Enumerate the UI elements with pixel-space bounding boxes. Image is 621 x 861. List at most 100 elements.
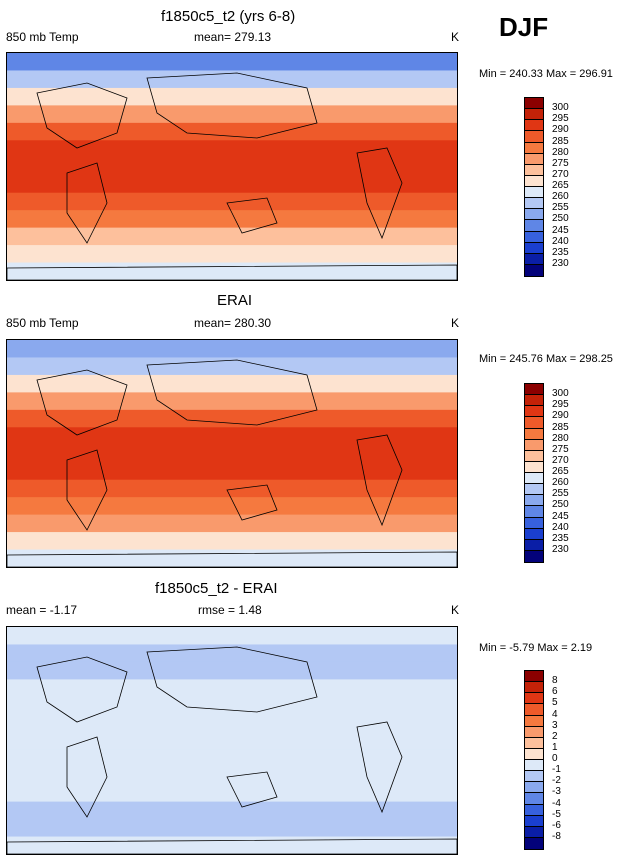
coastline xyxy=(36,369,128,436)
colorbar-label: 240 xyxy=(552,235,569,247)
zonal-band xyxy=(7,192,457,212)
zonal-band xyxy=(7,245,457,264)
colorbar-label: 3 xyxy=(552,719,558,731)
colorbar-label: 300 xyxy=(552,102,569,114)
panel-2-variable: 850 mb Temp xyxy=(6,316,79,330)
panel-3-title: f1850c5_t2 - ERAI xyxy=(155,580,278,597)
colorbar-box xyxy=(525,782,543,794)
colorbar-label: 1 xyxy=(552,741,558,753)
panel-3-rmse: rmse = 1.48 xyxy=(198,603,262,617)
zonal-band xyxy=(7,444,457,464)
colorbar-label: 280 xyxy=(552,432,569,444)
zonal-band xyxy=(7,696,457,716)
colorbar-label: 255 xyxy=(552,202,569,214)
colorbar-label: -2 xyxy=(552,775,561,787)
colorbar-box xyxy=(525,175,543,187)
zonal-band xyxy=(7,227,457,247)
colorbar-label: 270 xyxy=(552,168,569,180)
colorbar-label: 250 xyxy=(552,213,569,225)
colorbar-label: 290 xyxy=(552,124,569,136)
colorbar-box xyxy=(525,826,543,838)
colorbar-label: -8 xyxy=(552,830,561,842)
colorbar-box xyxy=(525,804,543,816)
coastline xyxy=(66,736,108,818)
panel-2-mean: mean= 280.30 xyxy=(194,316,272,330)
coastline xyxy=(356,434,403,527)
colorbar-box xyxy=(525,815,543,827)
zonal-band xyxy=(7,749,457,768)
panel-1-colorbar xyxy=(524,97,544,277)
colorbar-box xyxy=(525,142,543,154)
zonal-band xyxy=(7,122,457,142)
colorbar-box xyxy=(525,693,543,705)
zonal-band xyxy=(7,105,457,124)
colorbar-label: 2 xyxy=(552,730,558,742)
colorbar-box xyxy=(525,439,543,451)
colorbar-box xyxy=(525,131,543,143)
coastline xyxy=(356,721,403,814)
colorbar-label: 0 xyxy=(552,753,558,764)
zonal-band xyxy=(7,819,457,838)
colorbar-label: 275 xyxy=(552,443,569,455)
colorbar-label: 235 xyxy=(552,246,569,258)
colorbar-box xyxy=(525,153,543,165)
colorbar-label: 230 xyxy=(552,257,569,269)
colorbar-label: 4 xyxy=(552,708,558,720)
panel-3-colorbar xyxy=(524,670,544,850)
panel-3-map xyxy=(6,626,458,855)
zonal-band xyxy=(7,409,457,429)
colorbar-box xyxy=(525,450,543,462)
colorbar-label: 275 xyxy=(552,157,569,169)
colorbar-box xyxy=(525,771,543,783)
colorbar-box xyxy=(525,550,543,562)
colorbar-label: -5 xyxy=(552,808,561,820)
zonal-band xyxy=(7,784,457,803)
colorbar-box xyxy=(525,109,543,121)
colorbar-label: 255 xyxy=(552,488,569,500)
colorbar-label: 230 xyxy=(552,543,569,555)
colorbar-label: 290 xyxy=(552,410,569,422)
coastline xyxy=(7,551,457,567)
zonal-band xyxy=(7,157,457,177)
coastline xyxy=(146,359,318,426)
colorbar-box xyxy=(525,220,543,232)
colorbar-box xyxy=(525,517,543,529)
panel-2-minmax: Min = 245.76 Max = 298.25 xyxy=(479,353,613,365)
colorbar-box xyxy=(525,473,543,485)
zonal-band xyxy=(7,801,457,821)
panel-3-units: K xyxy=(451,603,460,617)
colorbar-box xyxy=(525,793,543,805)
colorbar-label: 300 xyxy=(552,388,569,400)
colorbar-label: -6 xyxy=(552,819,561,831)
zonal-band xyxy=(7,679,457,698)
coastline xyxy=(7,838,457,854)
colorbar-box xyxy=(525,461,543,473)
panel-1-title: f1850c5_t2 (yrs 6-8) xyxy=(161,8,296,25)
colorbar-label: 285 xyxy=(552,135,569,147)
coastline xyxy=(36,82,128,149)
zonal-band xyxy=(7,427,457,446)
colorbar-box xyxy=(525,264,543,276)
colorbar-box xyxy=(525,682,543,694)
colorbar-label: 245 xyxy=(552,510,569,522)
colorbar-box xyxy=(525,671,543,683)
coastline xyxy=(226,484,278,521)
coastline xyxy=(66,162,108,244)
coastline xyxy=(226,197,278,234)
coastline xyxy=(66,449,108,531)
panel-1-units: K xyxy=(451,30,460,44)
colorbar-label: -1 xyxy=(552,764,561,776)
zonal-band xyxy=(7,627,457,646)
colorbar-box xyxy=(525,242,543,254)
colorbar-label: 285 xyxy=(552,421,569,433)
zonal-band xyxy=(7,497,457,516)
coastline xyxy=(356,147,403,240)
zonal-band xyxy=(7,53,457,72)
coastline xyxy=(146,646,318,713)
panel-1-field xyxy=(7,53,457,280)
colorbar-box xyxy=(525,120,543,132)
colorbar-box xyxy=(525,528,543,540)
colorbar-label: 295 xyxy=(552,399,569,411)
colorbar-box xyxy=(525,198,543,210)
colorbar-label: 245 xyxy=(552,224,569,236)
